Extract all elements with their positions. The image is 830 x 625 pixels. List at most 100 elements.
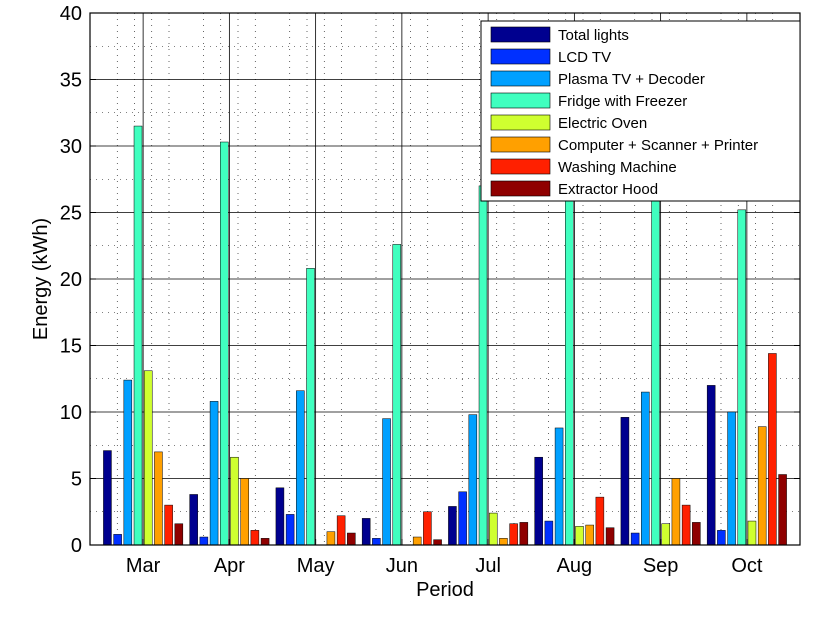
x-tick-label: Apr [214, 555, 245, 577]
bar-jun-fridge-with-freezer [392, 244, 402, 546]
x-tick-label: Aug [557, 555, 593, 577]
bar-apr-electric-oven [230, 456, 239, 546]
legend-label: LCD TV [558, 49, 611, 66]
bar-oct-total-lights [706, 385, 716, 546]
y-tick-label: 5 [71, 469, 82, 491]
bar-jul-plasma-tv-decoder [468, 414, 478, 546]
bar-may-fridge-with-freezer [306, 268, 315, 546]
bar-jul-extractor-hood [519, 522, 529, 546]
bar-sep-lcd-tv [630, 532, 640, 546]
bar-may-lcd-tv [285, 514, 295, 546]
bar-oct-extractor-hood [778, 474, 787, 546]
bar-jul-lcd-tv [458, 491, 467, 546]
bar-sep-electric-oven [661, 523, 670, 546]
bar-may-extractor-hood [347, 532, 356, 546]
bar-jun-plasma-tv-decoder [382, 418, 391, 546]
bar-jul-washing-machine [509, 523, 518, 546]
bar-aug-fridge-with-freezer [565, 179, 574, 546]
bar-jul-computer-scanner-printer [499, 538, 508, 546]
bar-jun-computer-scanner-printer [412, 536, 422, 546]
axis-ticks: 0 5 10 15 20 25 30 35 40 Mar Apr May Jun Jul Aug Sep Oct [60, 3, 800, 577]
legend-label: Total lights [558, 27, 629, 44]
bar-aug-washing-machine [595, 496, 605, 546]
legend-label: Electric Oven [558, 115, 647, 132]
grid [90, 13, 800, 545]
legend-label: Plasma TV + Decoder [558, 71, 705, 88]
bar-oct-washing-machine [768, 353, 777, 546]
bar-mar-washing-machine [164, 504, 173, 546]
legend-swatch [490, 48, 551, 65]
legend-swatch [490, 114, 551, 131]
x-axis-title: Period [416, 579, 474, 601]
x-tick-label: Sep [643, 555, 679, 577]
x-tick-label: Jul [475, 555, 501, 577]
bar-may-total-lights [275, 487, 285, 546]
bar-aug-total-lights [534, 456, 543, 546]
bar-aug-lcd-tv [544, 520, 554, 546]
x-tick-label: May [297, 555, 335, 577]
bar-apr-plasma-tv-decoder [209, 401, 219, 546]
x-tick-label: Oct [731, 555, 763, 577]
bar-oct-lcd-tv [717, 530, 726, 546]
bar-may-washing-machine [336, 515, 346, 546]
bar-sep-extractor-hood [692, 522, 701, 546]
bar-mar-computer-scanner-printer [154, 451, 163, 546]
bar-may-plasma-tv-decoder [296, 390, 305, 546]
legend-swatch [490, 92, 551, 109]
bar-oct-fridge-with-freezer [737, 209, 747, 546]
y-axis-title: Energy (kWh) [30, 218, 52, 340]
bar-mar-plasma-tv-decoder [123, 379, 133, 546]
bar-mar-electric-oven [143, 370, 153, 546]
legend: Total lights LCD TV Plasma TV + Decoder Fri… [480, 20, 801, 202]
bar-mar-lcd-tv [113, 534, 122, 546]
y-tick-label: 0 [71, 535, 82, 557]
legend-label: Extractor Hood [558, 181, 658, 198]
bar-jun-lcd-tv [372, 538, 381, 546]
y-tick-label: 30 [60, 136, 82, 158]
legend-label: Washing Machine [558, 159, 677, 176]
legend-swatch [490, 26, 551, 43]
bar-jun-total-lights [361, 518, 371, 546]
x-tick-label: Mar [126, 555, 161, 577]
x-tick-label: Jun [386, 555, 418, 577]
bar-sep-washing-machine [681, 504, 691, 546]
legend-swatch [490, 136, 551, 153]
y-tick-label: 25 [60, 203, 82, 225]
bar-jun-extractor-hood [433, 539, 442, 546]
legend-swatch [490, 180, 551, 197]
bar-may-computer-scanner-printer [326, 531, 336, 546]
y-tick-label: 15 [60, 336, 82, 358]
bar-apr-washing-machine [250, 530, 260, 546]
bar-sep-total-lights [620, 417, 630, 546]
bar-apr-total-lights [189, 494, 198, 546]
bar-mar-total-lights [103, 450, 112, 546]
legend-swatch [490, 70, 551, 87]
y-tick-label: 20 [60, 269, 82, 291]
bar-aug-plasma-tv-decoder [554, 427, 564, 546]
bar-jul-fridge-with-freezer [478, 185, 488, 546]
bar-aug-electric-oven [575, 526, 584, 546]
bar-jul-electric-oven [488, 512, 498, 546]
y-tick-label: 35 [60, 70, 82, 92]
bar-jul-total-lights [448, 506, 457, 546]
bar-jun-washing-machine [423, 511, 432, 546]
bar-mar-fridge-with-freezer [133, 125, 143, 546]
bar-apr-extractor-hood [260, 538, 270, 546]
bar-oct-computer-scanner-printer [757, 426, 767, 546]
bar-oct-electric-oven [747, 520, 757, 546]
legend-swatch [490, 158, 551, 175]
legend-label: Fridge with Freezer [558, 93, 687, 110]
legend-label: Computer + Scanner + Printer [558, 137, 758, 154]
bar-aug-extractor-hood [605, 527, 615, 546]
bar-oct-plasma-tv-decoder [727, 411, 736, 546]
bar-sep-plasma-tv-decoder [641, 391, 650, 546]
y-tick-label: 10 [60, 402, 82, 424]
y-tick-label: 40 [60, 3, 82, 25]
bar-apr-lcd-tv [199, 536, 209, 546]
bar-aug-computer-scanner-printer [585, 524, 594, 546]
bar-sep-computer-scanner-printer [671, 478, 681, 546]
bar-sep-fridge-with-freezer [651, 179, 660, 546]
bar-apr-fridge-with-freezer [220, 141, 229, 546]
bar-mar-extractor-hood [174, 523, 184, 546]
